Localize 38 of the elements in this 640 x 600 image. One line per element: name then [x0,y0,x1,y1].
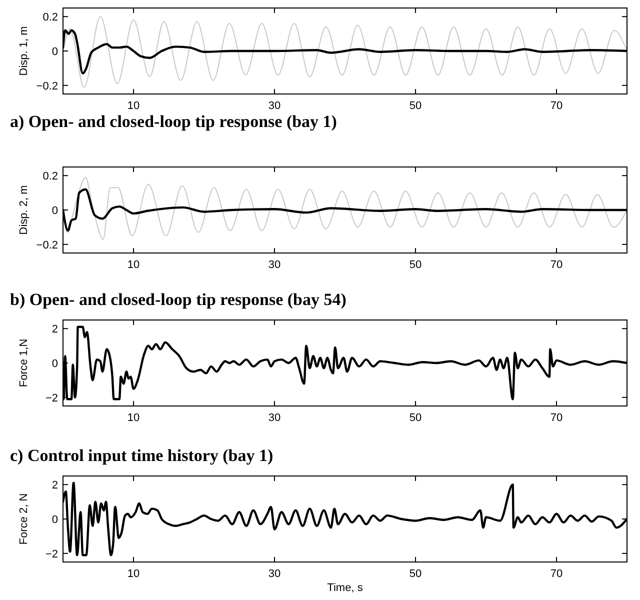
x-tick-label: 30 [268,100,281,112]
text: c) Control input time history (bay 1) [10,446,274,465]
x-axis-title: Time, s [327,582,364,594]
y-tick-label: 0 [52,358,58,370]
y-tick-label: 0.2 [42,11,58,24]
y-axis-title: Force 2, N [18,493,30,545]
y-tick-label: −2 [45,392,58,404]
x-tick-label: 10 [127,100,140,112]
x-tick-label: 50 [409,568,422,580]
x-tick-label: 30 [268,412,281,424]
y-axis-title: Disp. 1, m [18,26,30,76]
y-tick-label: 0.2 [42,170,58,182]
x-tick-label: 10 [127,568,140,580]
y-tick-label: 0 [52,46,58,58]
x-tick-label: 50 [409,259,422,271]
x-tick-label: 50 [409,100,422,112]
y-axis-title: Force 1,N [18,338,30,388]
x-tick-label: 70 [550,259,563,271]
x-tick-label: 50 [409,412,422,424]
text: a) Open- and closed-loop tip response (bay 1) [10,112,337,131]
line-series [63,16,627,88]
x-tick-label: 70 [550,568,563,580]
line-series [63,176,627,240]
y-axis-title: Disp. 2, m [18,185,30,235]
y-tick-label: 0 [52,514,58,526]
x-tick-label: 70 [550,100,563,112]
y-tick-label: 0 [52,204,58,217]
y-tick-label: 2 [52,479,58,492]
y-tick-label: −2 [45,548,58,560]
y-tick-label: −0.2 [36,80,58,92]
y-tick-label: −0.2 [36,239,58,252]
x-tick-label: 30 [268,259,281,271]
x-tick-label: 10 [127,259,140,271]
text: b) Open- and closed-loop tip response (bay 54) [10,290,346,309]
x-tick-label: 10 [127,412,140,424]
x-tick-label: 70 [550,412,563,424]
y-tick-label: 2 [52,323,58,336]
x-tick-label: 30 [268,568,281,580]
